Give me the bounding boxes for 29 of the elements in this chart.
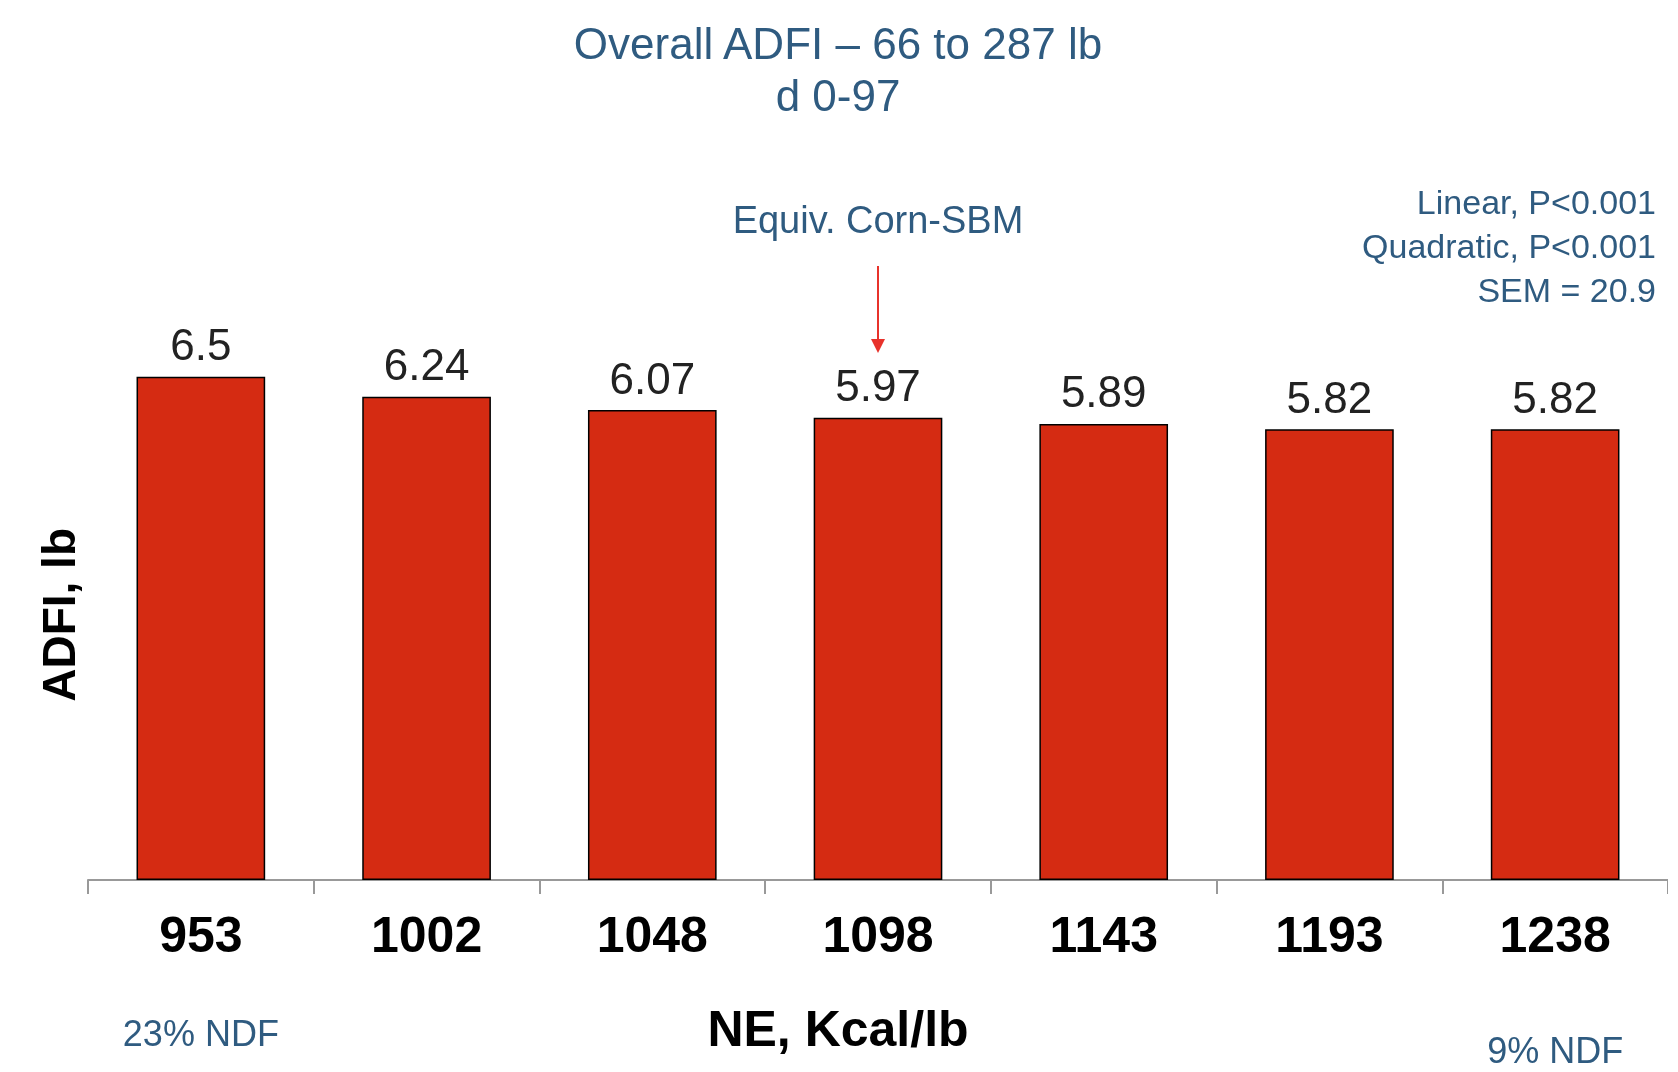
text: 9% NDF: [1487, 1029, 1624, 1071]
data-label: 5.82: [1286, 372, 1373, 422]
bar: [1490, 429, 1620, 880]
x-tick-label: 1238: [1499, 907, 1611, 963]
chart-title: Overall ADFI – 66 to 287 lb: [573, 18, 1103, 68]
bar: [587, 410, 717, 880]
x-tick-label: 1193: [1275, 907, 1384, 963]
x-tick-label: 953: [159, 907, 243, 963]
bar: [813, 417, 943, 880]
data-label: 6.5: [170, 320, 232, 370]
data-label: 5.82: [1512, 372, 1598, 422]
x-tick-label: 1002: [370, 907, 483, 963]
data-label: 6.07: [609, 353, 696, 403]
bar: [362, 396, 491, 880]
y-axis-title: ADFI, lb: [33, 528, 85, 702]
chart-subtitle: d 0-97: [775, 70, 901, 120]
data-label: 5.97: [835, 361, 921, 411]
data-label: 6.24: [383, 340, 470, 390]
x-tick-label: 1048: [596, 907, 708, 963]
text: Linear, P<0.001 Quadratic, P<0.001 SEM = 20.9: [1362, 183, 1656, 309]
x-tick-label: 1143: [1049, 907, 1158, 963]
data-label: 5.89: [1060, 367, 1147, 417]
x-axis-title: NE, Kcal/lb: [707, 1001, 969, 1057]
bar: [1265, 429, 1394, 880]
text: 23% NDF: [122, 1012, 279, 1054]
x-tick-label: 1098: [822, 907, 934, 963]
bar: [1039, 423, 1169, 880]
bar: [136, 376, 266, 880]
text: Equiv. Corn-SBM: [732, 199, 1024, 241]
